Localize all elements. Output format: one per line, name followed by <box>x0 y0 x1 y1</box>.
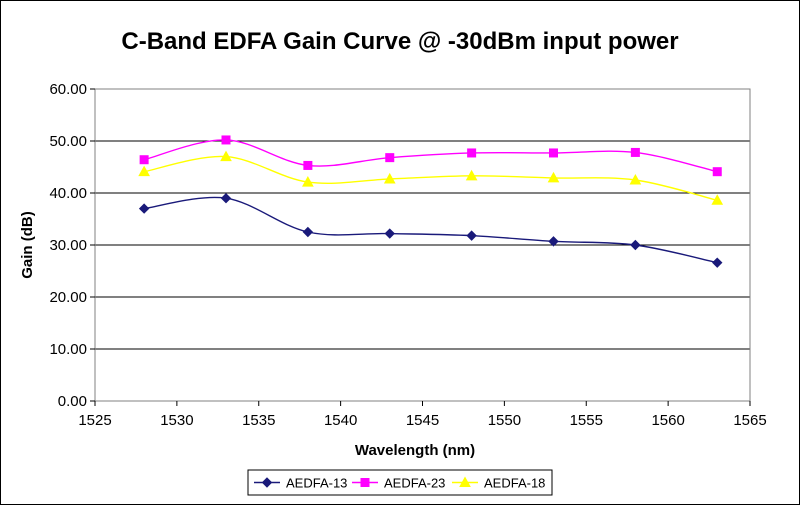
data-point <box>303 160 313 170</box>
x-tick-label: 1550 <box>488 412 521 429</box>
data-point <box>548 236 559 247</box>
grid-lines <box>95 88 750 402</box>
series-aedfa-23 <box>139 135 722 177</box>
x-tick-label: 1530 <box>160 412 193 429</box>
series-line <box>143 139 718 173</box>
data-point <box>630 147 640 157</box>
y-axis-ticks: 0.00 10.00 20.00 30.00 40.00 50.00 60.00 <box>49 81 95 410</box>
data-point <box>630 239 641 251</box>
x-tick-label: 1535 <box>242 412 275 429</box>
legend-box <box>247 469 553 496</box>
y-tick-label: 30.00 <box>49 237 87 254</box>
legend-label: AEDFA-18 <box>484 476 545 491</box>
legend-marker <box>459 476 471 487</box>
x-tick-label: 1525 <box>78 412 111 429</box>
data-point <box>384 228 395 239</box>
legend-item-aedfa-13: AEDFA-13 <box>254 476 347 491</box>
data-point <box>547 171 560 183</box>
series-line <box>143 155 718 201</box>
legend: AEDFA-13 AEDFA-23 AEDFA-18 <box>247 469 553 496</box>
legend-marker <box>360 478 370 487</box>
x-tick-label: 1560 <box>651 412 684 429</box>
data-point <box>138 165 150 177</box>
data-point <box>629 173 642 185</box>
data-point <box>465 169 478 181</box>
series-group <box>138 135 724 268</box>
data-point <box>220 192 232 204</box>
data-point <box>549 148 558 158</box>
y-tick-label: 50.00 <box>49 133 87 150</box>
data-point <box>712 257 723 268</box>
chart-title: C-Band EDFA Gain Curve @ -30dBm input po… <box>121 28 678 55</box>
x-axis-title: Wavelength (nm) <box>355 442 475 459</box>
legend-item-aedfa-18: AEDFA-18 <box>452 476 545 491</box>
data-point <box>712 167 722 177</box>
data-point <box>711 194 724 205</box>
data-point <box>221 135 231 145</box>
x-tick-label: 1545 <box>406 412 439 429</box>
series-line <box>144 196 718 264</box>
y-tick-label: 20.00 <box>49 289 87 306</box>
y-tick-label: 10.00 <box>49 341 87 358</box>
data-point <box>139 155 149 165</box>
y-tick-label: 60.00 <box>49 81 87 98</box>
data-point <box>467 148 477 158</box>
data-point <box>302 226 314 238</box>
y-axis-title: Gain (dB) <box>19 211 36 279</box>
legend-label: AEDFA-23 <box>384 476 445 491</box>
data-point <box>138 203 150 214</box>
data-point <box>385 153 395 163</box>
data-point <box>383 172 396 184</box>
series-aedfa-13 <box>138 192 723 268</box>
legend-label: AEDFA-13 <box>286 476 347 491</box>
legend-item-aedfa-23: AEDFA-23 <box>352 476 445 491</box>
data-point <box>466 230 477 241</box>
data-point <box>302 176 314 187</box>
legend-marker <box>261 477 273 488</box>
y-tick-label: 40.00 <box>49 185 87 202</box>
x-axis-ticks: 1525 1530 1535 1540 1545 1550 1555 1560 1565 <box>78 401 767 429</box>
series-aedfa-18 <box>138 150 724 205</box>
data-point <box>220 150 232 162</box>
x-tick-label: 1565 <box>733 412 766 429</box>
x-tick-label: 1540 <box>324 412 357 429</box>
y-tick-label: 0.00 <box>58 393 87 410</box>
x-tick-label: 1555 <box>570 412 603 429</box>
